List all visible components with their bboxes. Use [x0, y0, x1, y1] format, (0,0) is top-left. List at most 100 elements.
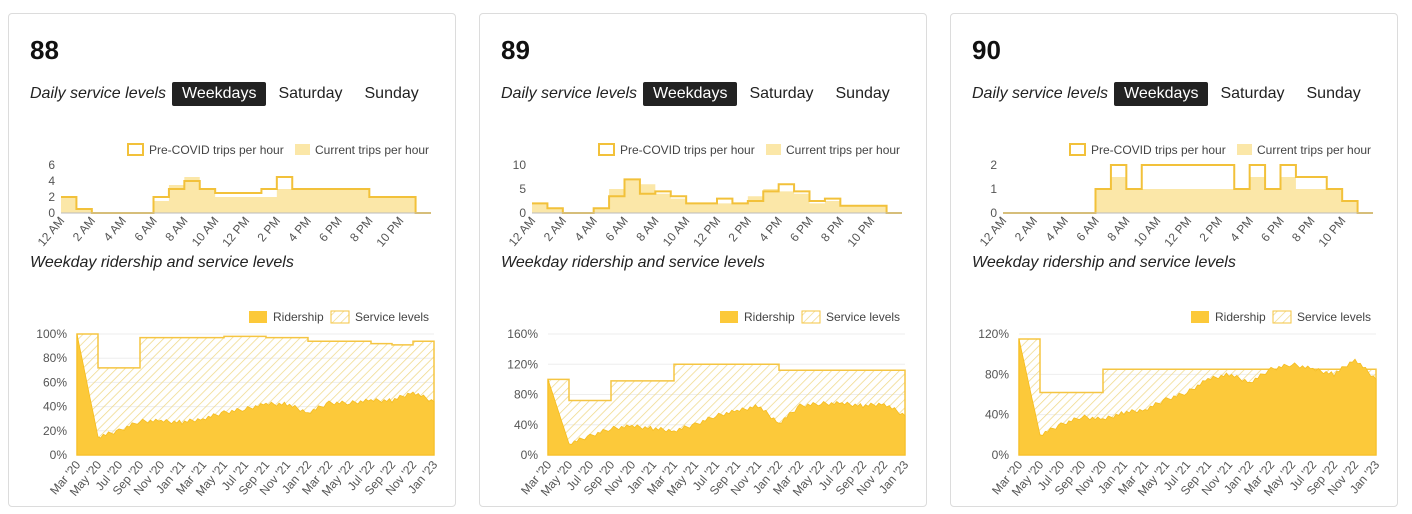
x-tick-label: 8 AM	[162, 214, 190, 244]
hourly-trips-chart: Pre-COVID trips per hour Current trips pe…	[977, 143, 1373, 250]
legend-label-ridership: Ridership	[744, 310, 795, 324]
legend-swatch-precovid	[598, 143, 615, 156]
precovid-trips-line	[532, 178, 902, 214]
legend-label-current: Current trips per hour	[1257, 143, 1371, 157]
y-tick-label: 5	[519, 182, 526, 196]
x-tick-label: 8 AM	[633, 214, 661, 244]
x-tick-label: 6 AM	[131, 214, 159, 244]
tab-weekdays[interactable]: Weekdays	[643, 81, 738, 106]
y-tick-label: 60%	[43, 375, 67, 389]
x-tick-label: 12 PM	[1161, 214, 1194, 250]
hourly-trips-chart: Pre-COVID trips per hour Current trips pe…	[35, 143, 431, 250]
service-label: Daily service levels	[972, 84, 1109, 102]
y-tick-label: 0	[48, 206, 55, 220]
y-tick-label: 0	[990, 206, 997, 220]
legend-label-precovid: Pre-COVID trips per hour	[620, 143, 755, 157]
tab-sunday[interactable]: Sunday	[1306, 84, 1361, 102]
x-tick-label: 4 PM	[756, 214, 785, 244]
x-tick-label: 4 AM	[572, 214, 600, 244]
y-tick-label: 80%	[43, 351, 67, 365]
tab-saturday[interactable]: Saturday	[278, 84, 343, 102]
x-tick-label: 10 AM	[660, 214, 693, 249]
legend-label-service: Service levels	[1297, 310, 1371, 324]
x-tick-label: 8 PM	[347, 214, 376, 244]
ridership-title: Weekday ridership and service levels	[30, 254, 294, 271]
y-tick-label: 0%	[992, 448, 1010, 462]
current-trips-area	[532, 179, 902, 213]
y-tick-label: 1	[990, 182, 997, 196]
route-card: 88 Daily service levels Weekdays Saturda…	[8, 13, 456, 507]
current-trips-area	[1003, 177, 1373, 213]
route-card: 89 Daily service levels Weekdays Saturda…	[479, 13, 927, 507]
legend-label-current: Current trips per hour	[786, 143, 900, 157]
route-number: 90	[972, 35, 1001, 65]
legend-label-service: Service levels	[355, 310, 429, 324]
y-tick-label: 4	[48, 174, 55, 188]
y-tick-label: 120%	[507, 357, 538, 371]
x-tick-label: 10 AM	[189, 214, 222, 249]
legend-swatch-ridership	[720, 311, 738, 323]
ridership-area	[1018, 338, 1377, 456]
ridership-title: Weekday ridership and service levels	[501, 254, 765, 271]
service-label: Daily service levels	[501, 84, 638, 102]
y-tick-label: 0	[519, 206, 526, 220]
service-label: Daily service levels	[30, 84, 167, 102]
legend-swatch-precovid	[127, 143, 144, 156]
y-tick-label: 0%	[50, 448, 68, 462]
service-level-selector: Daily service levels Weekdays Saturday S…	[30, 81, 431, 106]
tab-saturday[interactable]: Saturday	[749, 84, 814, 102]
legend-label-precovid: Pre-COVID trips per hour	[149, 143, 284, 157]
x-tick-label: 2 PM	[1196, 214, 1225, 244]
y-tick-label: 80%	[985, 367, 1009, 381]
y-tick-label: 6	[48, 158, 55, 172]
legend-swatch-service	[801, 310, 821, 324]
legend-label-service: Service levels	[826, 310, 900, 324]
route-number: 89	[501, 35, 530, 65]
tab-saturday[interactable]: Saturday	[1220, 84, 1285, 102]
x-tick-label: 2 AM	[70, 214, 98, 244]
x-tick-label: 6 AM	[602, 214, 630, 244]
x-tick-label: 4 PM	[1227, 214, 1256, 244]
y-tick-label: 2	[48, 190, 55, 204]
tab-weekdays[interactable]: Weekdays	[172, 81, 267, 106]
y-tick-label: 100%	[36, 327, 67, 341]
legend-swatch-current	[766, 144, 781, 155]
x-tick-label: 2 PM	[254, 214, 283, 244]
legend-swatch-ridership	[249, 311, 267, 323]
x-tick-label: 10 PM	[844, 214, 877, 250]
ridership-chart: Ridership Service levels0%40%80%120%160%M…	[507, 310, 911, 499]
x-tick-label: 2 PM	[725, 214, 754, 244]
ridership-area	[547, 379, 906, 456]
ridership-title: Weekday ridership and service levels	[972, 254, 1236, 271]
x-tick-label: 12 PM	[690, 214, 723, 250]
legend-swatch-service	[330, 310, 350, 324]
route-number: 88	[30, 35, 59, 65]
x-tick-label: 6 PM	[787, 214, 816, 244]
current-trips-area	[61, 177, 431, 213]
x-tick-label: 6 PM	[1258, 214, 1287, 244]
service-level-selector: Daily service levels Weekdays Saturday S…	[501, 81, 902, 106]
y-tick-label: 80%	[514, 388, 538, 402]
x-tick-label: 4 AM	[101, 214, 129, 244]
y-tick-label: 10	[513, 158, 527, 172]
legend-swatch-precovid	[1069, 143, 1086, 156]
x-tick-label: 10 AM	[1131, 214, 1164, 249]
y-tick-label: 40%	[985, 408, 1009, 422]
y-tick-label: 160%	[507, 327, 538, 341]
x-tick-label: 8 AM	[1104, 214, 1132, 244]
legend-swatch-current	[1237, 144, 1252, 155]
x-tick-label: 8 PM	[818, 214, 847, 244]
tab-sunday[interactable]: Sunday	[835, 84, 890, 102]
legend-label-current: Current trips per hour	[315, 143, 429, 157]
y-tick-label: 20%	[43, 424, 67, 438]
legend-swatch-current	[295, 144, 310, 155]
tab-weekdays[interactable]: Weekdays	[1114, 81, 1209, 106]
y-tick-label: 40%	[514, 418, 538, 432]
y-tick-label: 2	[990, 158, 997, 172]
y-tick-label: 120%	[978, 327, 1009, 341]
x-tick-label: 2 AM	[541, 214, 569, 244]
x-tick-label: 12 PM	[219, 214, 252, 250]
x-tick-label: 8 PM	[1289, 214, 1318, 244]
legend-label-precovid: Pre-COVID trips per hour	[1091, 143, 1226, 157]
tab-sunday[interactable]: Sunday	[364, 84, 419, 102]
